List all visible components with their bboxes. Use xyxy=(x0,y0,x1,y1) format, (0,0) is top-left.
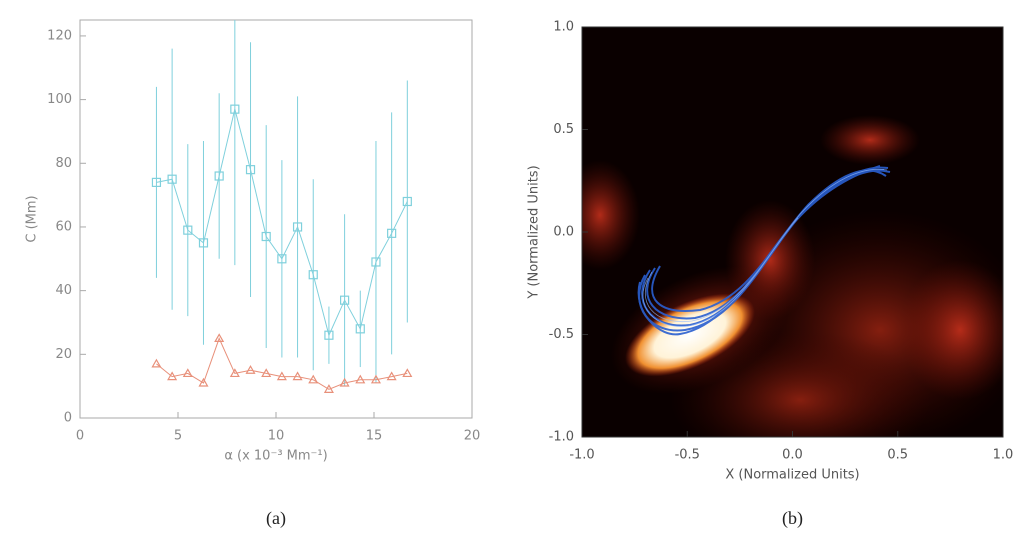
marker xyxy=(167,174,177,184)
marker xyxy=(261,368,272,378)
y-tick-label: -0.5 xyxy=(549,327,574,342)
marker xyxy=(198,238,209,248)
marker xyxy=(340,295,350,305)
marker xyxy=(371,257,381,267)
marker xyxy=(182,368,193,378)
marker xyxy=(308,374,319,384)
series-line xyxy=(156,337,408,390)
marker xyxy=(276,371,287,381)
marker xyxy=(214,171,224,181)
marker xyxy=(245,165,256,175)
x-tick-label: 0.5 xyxy=(887,448,908,463)
y-tick-label: -1.0 xyxy=(549,430,574,445)
x-tick-label: 0 xyxy=(76,429,84,444)
panel-caption: (b) xyxy=(782,508,803,529)
marker xyxy=(167,371,178,381)
marker xyxy=(323,384,334,393)
panel-caption: (a) xyxy=(266,508,286,529)
marker xyxy=(402,196,412,207)
marker xyxy=(198,377,209,387)
x-tick-label: 0.0 xyxy=(782,448,803,463)
marker xyxy=(324,330,334,340)
x-tick-label: -0.5 xyxy=(675,448,700,463)
x-tick-label: 15 xyxy=(366,429,383,444)
y-tick-label: 1.0 xyxy=(553,20,574,35)
marker xyxy=(245,365,256,374)
x-tick-label: 20 xyxy=(464,429,481,444)
marker xyxy=(292,222,303,232)
marker xyxy=(261,231,271,242)
x-tick-label: 1.0 xyxy=(993,448,1014,463)
marker xyxy=(292,371,303,381)
x-tick-label: 5 xyxy=(174,429,182,444)
x-tick-label: 10 xyxy=(268,429,285,444)
marker xyxy=(230,104,240,114)
marker xyxy=(308,270,318,280)
marker xyxy=(214,333,225,342)
y-tick-label: 0.5 xyxy=(553,122,574,137)
marker xyxy=(183,225,193,235)
marker xyxy=(387,228,397,238)
marker xyxy=(386,371,397,381)
y-axis-label: C (Mm) xyxy=(25,195,40,242)
x-axis-label: X (Normalized Units) xyxy=(725,468,859,483)
y-axis-label: Y (Normalized Units) xyxy=(527,165,542,299)
marker xyxy=(402,368,413,378)
marker xyxy=(370,374,381,384)
marker xyxy=(151,358,162,368)
marker xyxy=(229,368,240,378)
plot-frame xyxy=(79,19,473,419)
y-tick-label: 0.0 xyxy=(553,225,574,240)
x-tick-label: -1.0 xyxy=(569,448,594,463)
marker xyxy=(355,324,365,334)
y-tick-label: 60 xyxy=(55,219,72,234)
y-tick-label: 100 xyxy=(47,92,72,107)
y-tick-label: 0 xyxy=(64,411,72,426)
solar-image xyxy=(582,27,1003,437)
x-axis-label: α (x 10⁻³ Mm⁻¹) xyxy=(224,449,327,464)
marker xyxy=(339,377,350,387)
y-tick-label: 80 xyxy=(55,156,72,171)
y-tick-label: 120 xyxy=(47,28,72,43)
marker xyxy=(151,177,162,187)
y-tick-label: 40 xyxy=(55,283,72,298)
y-tick-label: 20 xyxy=(55,347,72,362)
marker xyxy=(355,374,366,384)
marker xyxy=(277,254,287,264)
